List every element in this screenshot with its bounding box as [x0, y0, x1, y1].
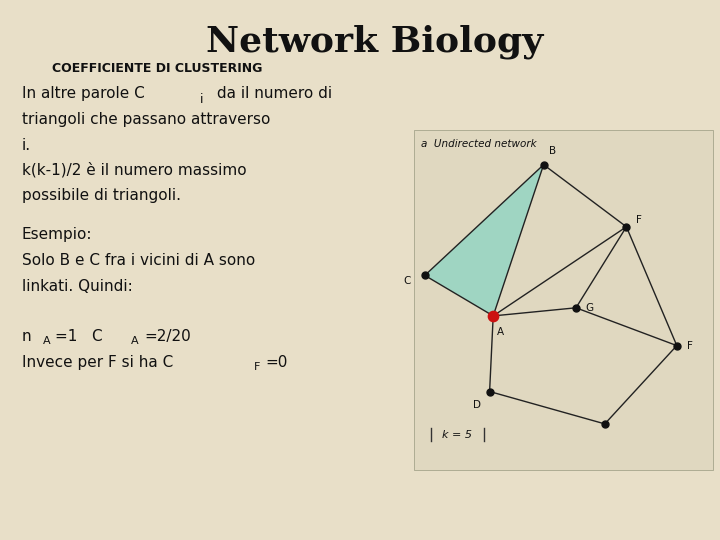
Text: =1   C: =1 C [55, 329, 102, 345]
Text: COEFFICIENTE DI CLUSTERING: COEFFICIENTE DI CLUSTERING [52, 62, 262, 75]
Text: k = 5: k = 5 [442, 430, 472, 440]
Text: G: G [585, 303, 593, 313]
Text: linkati. Quindi:: linkati. Quindi: [22, 279, 132, 294]
Point [487, 312, 499, 320]
Point [621, 222, 632, 231]
Text: triangoli che passano attraverso: triangoli che passano attraverso [22, 112, 270, 127]
Text: F: F [253, 362, 260, 373]
Text: C: C [403, 276, 410, 286]
Point [599, 420, 611, 428]
Text: possibile di triangoli.: possibile di triangoli. [22, 188, 181, 203]
Text: A: A [42, 336, 50, 347]
Point [671, 341, 683, 350]
Polygon shape [425, 165, 544, 316]
Text: In altre parole C: In altre parole C [22, 86, 144, 102]
Text: F: F [687, 341, 693, 350]
Text: B: B [549, 146, 556, 156]
Text: Invece per F si ha C: Invece per F si ha C [22, 355, 173, 370]
Text: da il numero di: da il numero di [212, 86, 332, 102]
Text: A: A [497, 327, 504, 337]
Text: A: A [131, 336, 139, 347]
Point [538, 160, 549, 169]
FancyBboxPatch shape [414, 130, 713, 470]
Text: i: i [200, 93, 204, 106]
Text: n: n [22, 329, 31, 345]
Text: F: F [636, 215, 642, 225]
Text: Network Biology: Network Biology [206, 24, 543, 59]
Text: a  Undirected network: a Undirected network [421, 139, 537, 150]
Text: i.: i. [22, 138, 31, 153]
Text: D: D [472, 400, 481, 410]
Point [570, 303, 582, 312]
Text: =2/20: =2/20 [144, 329, 191, 345]
Text: Esempio:: Esempio: [22, 227, 92, 242]
Point [419, 271, 431, 280]
Text: =0: =0 [265, 355, 287, 370]
Text: Solo B e C fra i vicini di A sono: Solo B e C fra i vicini di A sono [22, 253, 255, 268]
Point [484, 387, 495, 396]
Text: k(k-1)/2 è il numero massimo: k(k-1)/2 è il numero massimo [22, 162, 246, 178]
